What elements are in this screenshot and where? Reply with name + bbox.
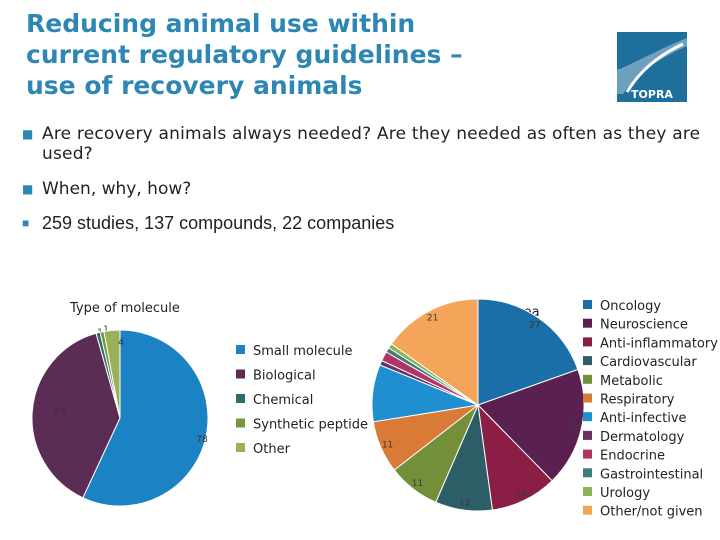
legend-swatch-respiratory (583, 393, 592, 403)
legend-label-other-not-given: Other/not given (600, 505, 703, 520)
molecule-legend: Small molecule Biological Chemical Syntheti… (236, 344, 368, 457)
legend-label-oncology: Oncology (600, 299, 661, 314)
slice-label-anti-inflammatory: 14 (516, 490, 528, 500)
legend-label-anti-infective: Anti-infective (600, 411, 687, 426)
legend-swatch-biological (236, 369, 245, 379)
slice-label-synthetic-peptide: 1 (103, 325, 109, 335)
pie-slice-urology (388, 343, 479, 406)
pie-slice-dermatology (379, 359, 479, 406)
legend-label-neuroscience: Neuroscience (600, 318, 688, 333)
slice-label-biological: 53 (54, 407, 65, 417)
bullet-marker: ■ (22, 127, 34, 141)
legend-swatch-gastrointestinal (583, 468, 592, 478)
slice-label-chemical: 1 (97, 328, 103, 338)
logo-curve (625, 42, 684, 93)
pie-slice-endocrine (381, 351, 479, 406)
slice-label-neuroscience: 25 (568, 423, 579, 433)
legend-swatch-urology (583, 487, 592, 496)
legend-label-chemical: Chemical (253, 393, 313, 408)
molecule-chart-title: Type of molecule (69, 301, 180, 316)
legend-swatch-anti-infective (583, 412, 592, 422)
legend-swatch-dermatology (583, 430, 592, 440)
pie-slice-neuroscience (477, 368, 585, 482)
therapy-chart-title: Therapy area (452, 305, 540, 320)
pie-slice-gastrointestinal (385, 347, 479, 406)
legend-swatch-cardiovascular (583, 356, 592, 366)
legend-label-biological: Biological (253, 369, 316, 384)
therapy-pie: 27 25 14 12 11 11 21 (371, 298, 585, 512)
legend-label-urology: Urology (600, 486, 650, 501)
legend-swatch-endocrine (583, 449, 592, 459)
legend-swatch-other-not-given (583, 505, 592, 515)
legend-label-endocrine: Endocrine (600, 449, 665, 464)
bullet-item: ■ When, why, how? (22, 179, 702, 199)
slice-label-metabolic: 11 (412, 479, 423, 489)
pie-slice-small-molecule (82, 329, 209, 507)
bullet-item: ■ Are recovery animals always needed? Are… (22, 124, 702, 164)
pie-slice-respiratory (372, 404, 479, 471)
pie-slice-other-not-given (390, 298, 479, 406)
slice-label-other: 4 (118, 338, 124, 348)
pie-slice-anti-infective (371, 364, 480, 423)
bullet-marker: ■ (22, 182, 34, 196)
pie-slice-oncology (477, 298, 579, 406)
legend-label-synthetic-peptide: Synthetic peptide (253, 418, 368, 433)
slice-label-oncology: 27 (529, 321, 540, 331)
pie-slice-chemical (95, 331, 121, 419)
legend-swatch-chemical (236, 394, 245, 403)
title-line-2: current regulatory guidelines – (26, 40, 463, 69)
bullet-marker: ■ (22, 216, 30, 230)
legend-label-cardiovascular: Cardiovascular (600, 355, 697, 370)
legend-swatch-neuroscience (583, 318, 592, 328)
slice-label-cardiovascular: 12 (459, 499, 470, 509)
bullet-text: 259 studies, 137 compounds, 22 companies (42, 213, 395, 233)
slice-label-small-molecule: 78 (196, 435, 208, 445)
pie-slice-biological (31, 332, 121, 499)
title-line-1: Reducing animal use within (26, 9, 416, 38)
topra-logo: TOPRA (617, 32, 687, 102)
bullet-item: ■ 259 studies, 137 compounds, 22 companie… (22, 213, 702, 233)
pie-slice-other (103, 329, 121, 419)
title-line-3: use of recovery animals (26, 71, 363, 100)
legend-label-other: Other (253, 442, 291, 457)
bullet-text: When, why, how? (42, 179, 192, 199)
slice-label-respiratory: 11 (382, 440, 393, 450)
legend-label-small-molecule: Small molecule (253, 344, 352, 359)
slice-label-other-not-given: 21 (427, 314, 438, 324)
bullet-list: ■ Are recovery animals always needed? Are… (22, 124, 702, 233)
slide-title: Reducing animal use within current regul… (26, 8, 586, 101)
legend-swatch-synthetic-peptide (236, 418, 245, 428)
pie-slice-anti-inflammatory (477, 403, 553, 511)
legend-swatch-small-molecule (236, 345, 245, 354)
legend-swatch-metabolic (583, 374, 592, 384)
pie-slice-synthetic-peptide (99, 330, 121, 419)
pie-slice-metabolic (393, 404, 479, 503)
bullet-text: Are recovery animals always needed? Are … (42, 124, 701, 164)
pie-slice-cardiovascular (435, 403, 493, 512)
legend-swatch-anti-inflammatory (583, 337, 592, 347)
legend-label-metabolic: Metabolic (600, 374, 663, 389)
therapy-legend: Oncology Neuroscience Anti-inflammatory Car… (583, 299, 718, 520)
legend-swatch-oncology (583, 300, 592, 309)
legend-label-dermatology: Dermatology (600, 430, 685, 445)
legend-label-anti-inflammatory: Anti-inflammatory (600, 336, 718, 351)
logo-text: TOPRA (631, 88, 673, 101)
legend-label-respiratory: Respiratory (600, 393, 675, 408)
legend-label-gastrointestinal: Gastrointestinal (600, 467, 703, 482)
legend-swatch-other (236, 443, 245, 452)
